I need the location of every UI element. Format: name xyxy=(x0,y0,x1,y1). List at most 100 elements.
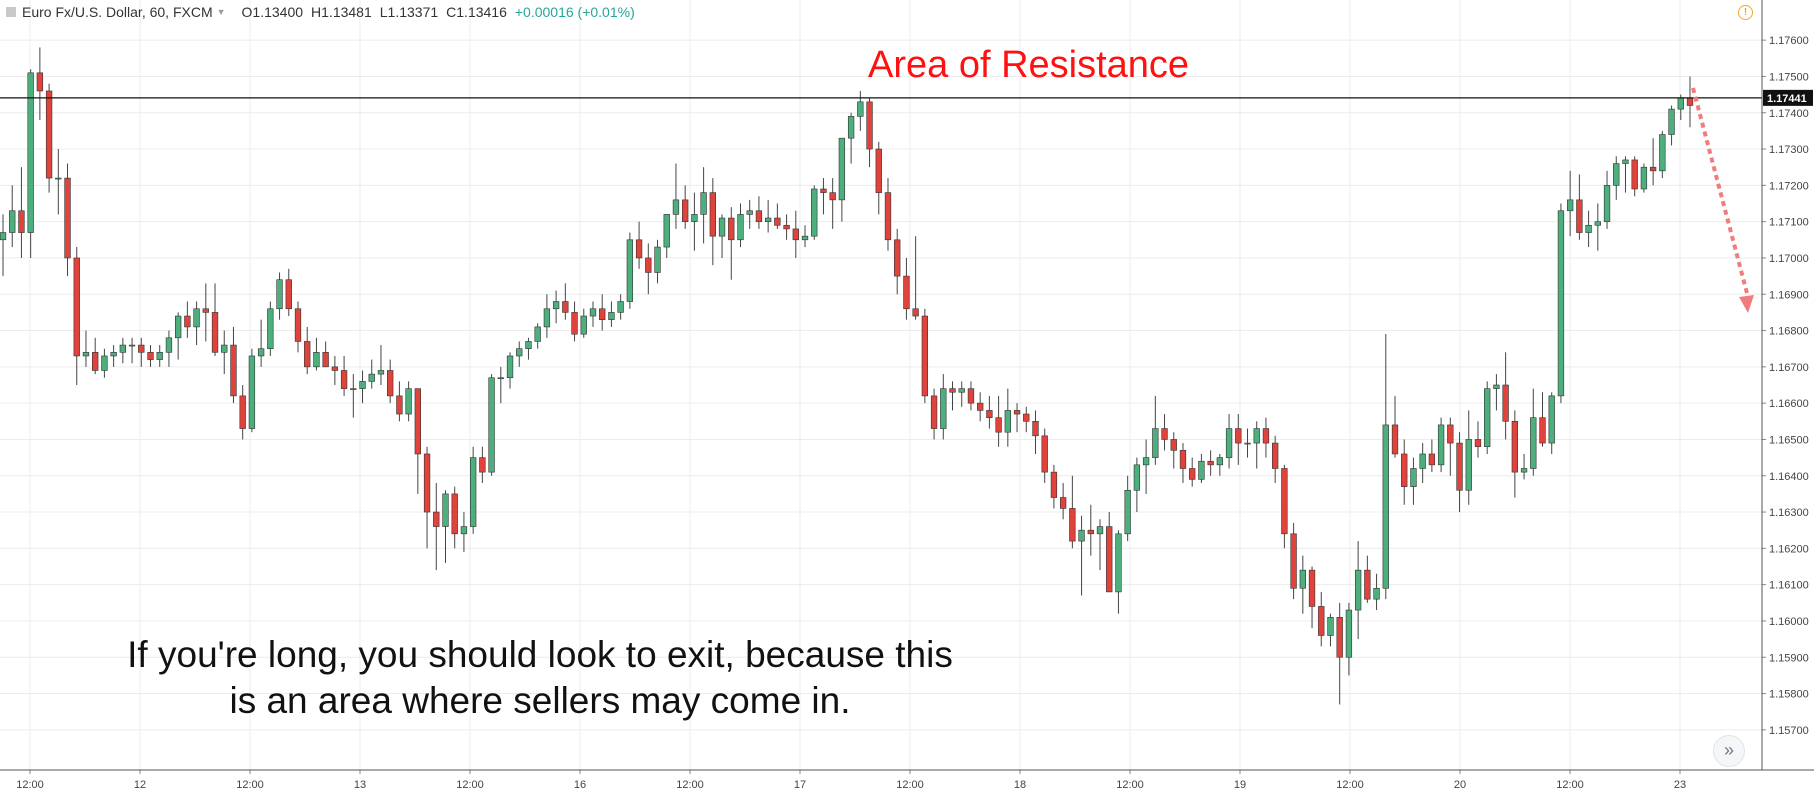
candle xyxy=(866,98,873,168)
candle xyxy=(359,370,366,404)
candle xyxy=(1050,464,1058,509)
candle-body-up xyxy=(165,337,173,353)
candle xyxy=(221,330,228,375)
candle-body-up xyxy=(1622,159,1629,164)
candle xyxy=(1622,156,1629,193)
candle-body-up xyxy=(1437,424,1445,466)
y-tick-label: 1.16800 xyxy=(1769,326,1809,338)
candle xyxy=(1253,421,1260,469)
candle xyxy=(1087,504,1094,556)
candle-body-up xyxy=(1327,617,1334,636)
candle-body-up xyxy=(1004,410,1011,433)
candle-body-down xyxy=(331,366,339,371)
candle xyxy=(1345,602,1353,676)
candle-body-up xyxy=(276,279,283,310)
candle-body-down xyxy=(138,344,145,353)
x-tick-label: 12:00 xyxy=(676,779,704,791)
candle xyxy=(543,294,551,338)
candle xyxy=(479,446,486,484)
candle-body-down xyxy=(1318,606,1325,636)
candle xyxy=(414,388,421,494)
candle-body-down xyxy=(977,402,984,411)
down-arrow xyxy=(1691,87,1754,313)
candle xyxy=(1502,352,1509,440)
candle xyxy=(1493,374,1500,411)
y-tick-label: 1.17100 xyxy=(1769,217,1809,229)
candle-body-down xyxy=(45,90,53,179)
candle-body-up xyxy=(101,355,108,371)
candle-body-down xyxy=(451,493,458,535)
candle-body-down xyxy=(774,217,781,226)
y-tick-label: 1.16900 xyxy=(1769,289,1809,301)
candle-body-up xyxy=(847,116,855,139)
candle-body-up xyxy=(811,188,818,237)
candle-body-up xyxy=(128,344,136,347)
candle xyxy=(119,337,126,364)
candle-body-up xyxy=(1373,587,1380,600)
candle xyxy=(1659,130,1666,179)
candle xyxy=(977,392,984,422)
candle xyxy=(709,178,716,266)
candle-body-down xyxy=(1041,435,1048,473)
candle xyxy=(626,232,634,309)
candle-body-up xyxy=(506,355,514,379)
candle xyxy=(1244,428,1251,458)
annotation-line-1: If you're long, you should look to exit,… xyxy=(127,634,953,675)
candle-body-down xyxy=(1631,159,1638,190)
candle-body-down xyxy=(1106,526,1113,593)
candle-body-up xyxy=(1078,529,1085,542)
candle xyxy=(1133,457,1141,513)
y-tick-label: 1.16300 xyxy=(1769,507,1809,519)
candle xyxy=(322,341,329,368)
candle-body-up xyxy=(1115,533,1122,593)
candle-body-down xyxy=(783,224,790,230)
candle xyxy=(1465,410,1472,505)
candle xyxy=(1225,414,1233,469)
candle-body-up xyxy=(377,370,385,375)
candle-body-down xyxy=(1087,529,1094,535)
candle-body-down xyxy=(562,301,569,313)
candle xyxy=(1078,515,1085,596)
candle xyxy=(1382,334,1389,600)
candle-body-up xyxy=(1567,199,1574,212)
candle-body-up xyxy=(857,101,864,117)
candle-body-up xyxy=(580,315,587,335)
candle xyxy=(1041,428,1048,484)
candle xyxy=(165,330,173,367)
candle xyxy=(903,257,910,320)
square-icon xyxy=(6,7,16,17)
x-tick-label: 12:00 xyxy=(1116,779,1144,791)
x-tick-label: 12:00 xyxy=(236,779,264,791)
alert-icon[interactable]: ! xyxy=(1738,5,1753,20)
candle xyxy=(1603,170,1611,229)
candle-body-up xyxy=(110,352,117,357)
double-chevron-right-icon[interactable]: » xyxy=(1713,735,1745,767)
candle xyxy=(193,301,200,346)
candle-body-up xyxy=(737,214,744,241)
candle-body-up xyxy=(626,239,634,302)
x-tick-label: 18 xyxy=(1014,779,1026,791)
candle-body-up xyxy=(617,301,624,313)
chevron-down-icon[interactable]: ▼ xyxy=(216,7,226,17)
candle xyxy=(55,149,62,215)
candle xyxy=(654,239,661,284)
candle-body-up xyxy=(654,246,661,273)
candle xyxy=(294,301,302,353)
candle xyxy=(1318,591,1325,647)
candle-body-down xyxy=(1456,442,1463,491)
candle xyxy=(1520,453,1528,480)
candle-body-up xyxy=(1225,428,1233,458)
symbol-label[interactable]: Euro Fx/U.S. Dollar, 60, FXCM xyxy=(22,4,213,20)
candle-body-down xyxy=(18,210,25,233)
candle-body-down xyxy=(884,192,892,241)
candle xyxy=(497,366,504,404)
candle-body-down xyxy=(147,352,154,360)
x-tick-label: 17 xyxy=(794,779,806,791)
candle xyxy=(967,381,975,411)
candle xyxy=(1567,170,1574,237)
candle-body-up xyxy=(1677,97,1684,110)
candle xyxy=(36,47,44,121)
candle xyxy=(829,178,836,229)
